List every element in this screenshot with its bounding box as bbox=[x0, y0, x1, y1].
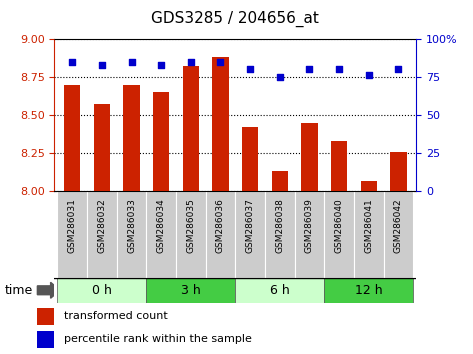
Text: GDS3285 / 204656_at: GDS3285 / 204656_at bbox=[151, 11, 319, 27]
Bar bbox=[324, 278, 413, 303]
Text: GSM286039: GSM286039 bbox=[305, 198, 314, 253]
Point bbox=[217, 59, 224, 65]
Point bbox=[276, 74, 284, 80]
Bar bbox=[360, 181, 377, 191]
Bar bbox=[354, 191, 384, 278]
Bar bbox=[87, 191, 117, 278]
Text: GSM286032: GSM286032 bbox=[97, 198, 106, 253]
Bar bbox=[265, 191, 295, 278]
Text: 12 h: 12 h bbox=[355, 284, 383, 297]
Text: GSM286031: GSM286031 bbox=[68, 198, 77, 253]
Bar bbox=[242, 127, 258, 191]
Bar bbox=[301, 123, 318, 191]
Text: GSM286035: GSM286035 bbox=[186, 198, 195, 253]
Bar bbox=[94, 104, 110, 191]
Text: GSM286040: GSM286040 bbox=[334, 198, 343, 253]
Text: 3 h: 3 h bbox=[181, 284, 201, 297]
Text: 6 h: 6 h bbox=[270, 284, 289, 297]
Bar bbox=[176, 191, 206, 278]
Bar bbox=[153, 92, 169, 191]
Bar bbox=[57, 278, 146, 303]
FancyArrow shape bbox=[37, 282, 60, 298]
Point bbox=[128, 59, 135, 65]
Point bbox=[394, 67, 402, 72]
Text: transformed count: transformed count bbox=[64, 312, 167, 321]
Bar bbox=[324, 191, 354, 278]
Point bbox=[246, 67, 254, 72]
Bar bbox=[384, 191, 413, 278]
Point bbox=[69, 59, 76, 65]
Point bbox=[187, 59, 194, 65]
Bar bbox=[146, 191, 176, 278]
Text: percentile rank within the sample: percentile rank within the sample bbox=[64, 335, 252, 344]
Text: GSM286041: GSM286041 bbox=[364, 198, 373, 253]
Bar bbox=[212, 57, 228, 191]
Bar bbox=[295, 191, 324, 278]
Text: GSM286042: GSM286042 bbox=[394, 198, 403, 253]
Point bbox=[158, 62, 165, 68]
Bar bbox=[390, 152, 407, 191]
Point bbox=[98, 62, 105, 68]
Bar bbox=[146, 278, 236, 303]
Text: 0 h: 0 h bbox=[92, 284, 112, 297]
Text: GSM286038: GSM286038 bbox=[275, 198, 284, 253]
Bar bbox=[206, 191, 236, 278]
Bar bbox=[331, 141, 347, 191]
Bar bbox=[57, 191, 87, 278]
Bar bbox=[183, 66, 199, 191]
Text: GSM286036: GSM286036 bbox=[216, 198, 225, 253]
Point bbox=[306, 67, 313, 72]
Text: time: time bbox=[5, 284, 33, 297]
Text: GSM286033: GSM286033 bbox=[127, 198, 136, 253]
Bar bbox=[117, 191, 146, 278]
Text: GSM286034: GSM286034 bbox=[157, 198, 166, 253]
Bar bbox=[236, 278, 324, 303]
Bar bbox=[272, 171, 288, 191]
Point bbox=[365, 73, 373, 78]
Text: GSM286037: GSM286037 bbox=[245, 198, 254, 253]
Bar bbox=[123, 85, 140, 191]
Bar bbox=[37, 331, 54, 348]
Point bbox=[335, 67, 343, 72]
Bar bbox=[236, 191, 265, 278]
Bar bbox=[37, 308, 54, 325]
Bar bbox=[64, 85, 80, 191]
